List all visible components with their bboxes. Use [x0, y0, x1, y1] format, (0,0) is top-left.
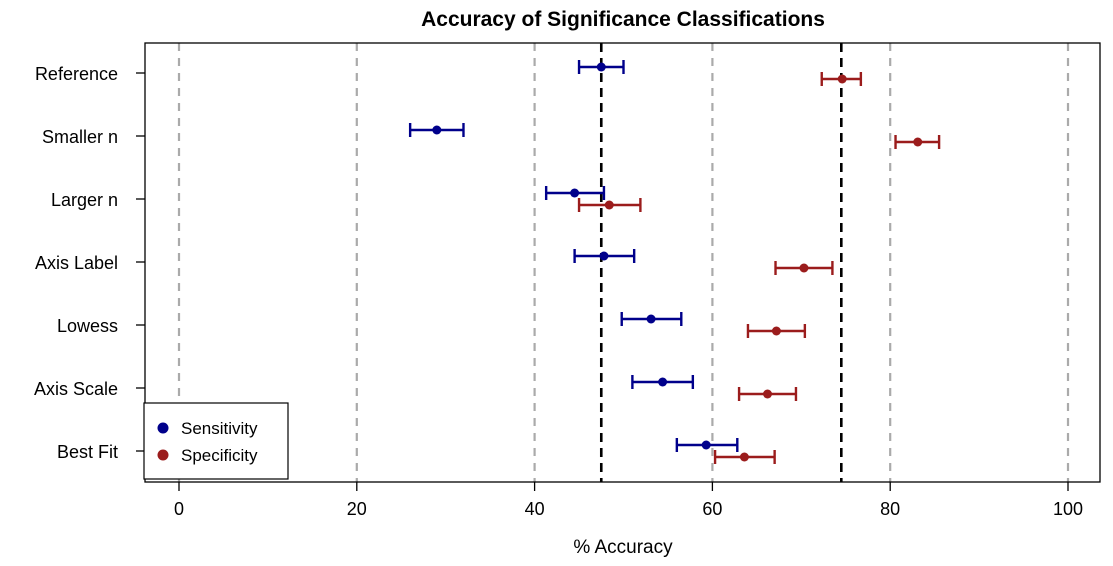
data-layer: [408, 60, 941, 464]
legend-marker-sensitivity: [157, 422, 169, 434]
y-tick-label: Axis Scale: [34, 379, 118, 399]
y-tick-label: Lowess: [57, 316, 118, 336]
x-axis-label: % Accuracy: [573, 537, 673, 558]
sensitivity-point: [432, 125, 442, 135]
legend-label-specificity: Specificity: [181, 446, 258, 465]
legend-marker-specificity: [157, 449, 169, 461]
specificity-point: [799, 263, 809, 273]
sensitivity-point: [701, 440, 711, 450]
x-tick-label: 60: [702, 499, 722, 519]
x-tick-label: 80: [880, 499, 900, 519]
specificity-point: [739, 452, 749, 462]
x-tick-label: 40: [525, 499, 545, 519]
axis-layer: 0 20 40 60 80 100 Reference Smaller n Larger n Ax…: [34, 64, 1083, 519]
specificity-point: [763, 389, 773, 399]
x-tick-label: 20: [347, 499, 367, 519]
specificity-point: [913, 137, 923, 147]
y-tick-label: Best Fit: [57, 442, 118, 462]
sensitivity-point: [599, 251, 609, 261]
sensitivity-point: [570, 188, 580, 198]
legend-box: [143, 402, 289, 480]
specificity-point: [837, 74, 847, 84]
x-tick-label: 100: [1053, 499, 1083, 519]
specificity-point: [771, 326, 781, 336]
sensitivity-point: [658, 377, 668, 387]
chart-title: Accuracy of Significance Classifications: [421, 8, 825, 31]
specificity-point: [604, 200, 614, 210]
y-tick-label: Smaller n: [42, 127, 118, 147]
y-tick-label: Reference: [35, 64, 118, 84]
reference-lines: [599, 43, 843, 482]
y-tick-label: Larger n: [51, 190, 118, 210]
grid-layer: [177, 43, 1070, 482]
plot-frame: [144, 42, 1101, 483]
y-tick-label: Axis Label: [35, 253, 118, 273]
legend-label-sensitivity: Sensitivity: [181, 419, 258, 438]
sensitivity-point: [646, 314, 656, 324]
x-tick-label: 0: [174, 499, 184, 519]
sensitivity-point: [596, 62, 606, 72]
legend: Sensitivity Specificity: [143, 402, 289, 480]
